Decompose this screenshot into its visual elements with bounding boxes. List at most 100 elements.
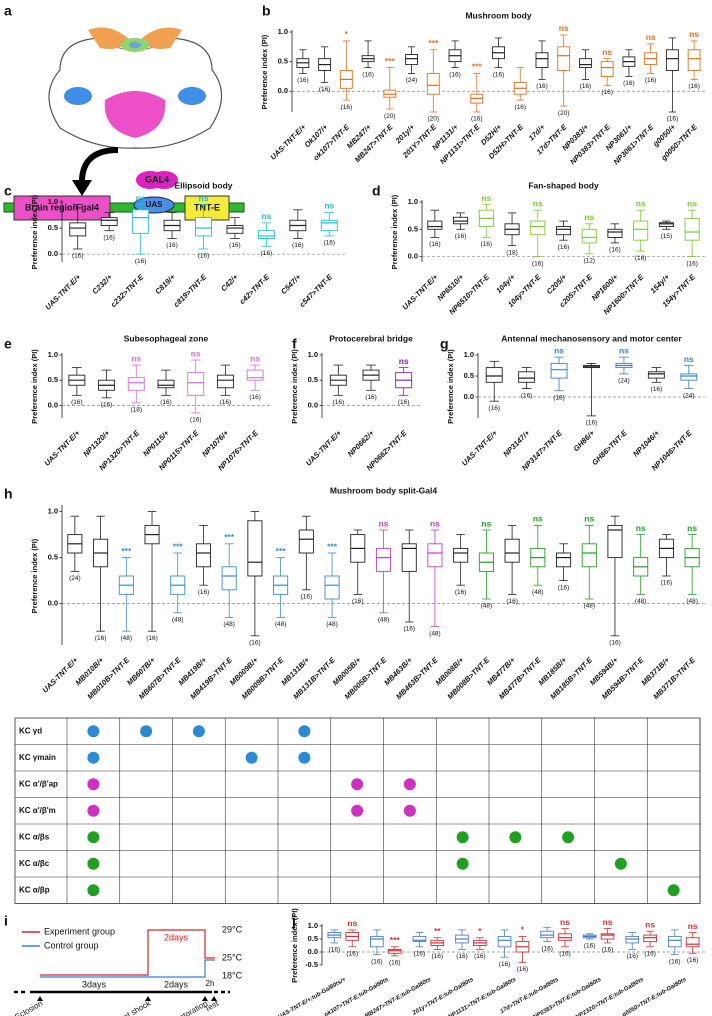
y-axis-label: Preference index (PI) [446,349,455,424]
n-label: (16) [558,244,570,251]
y-tick-label: 0.0 [308,400,318,409]
significance: ns [379,518,389,528]
significance: ns [533,198,543,208]
n-label: (16) [688,83,700,90]
box [600,933,615,940]
n-label: (16) [687,957,699,964]
n-label: (16) [456,953,468,960]
n-label: (16) [71,399,83,406]
n-label: (48) [686,598,698,605]
box [647,371,665,379]
box [375,547,392,572]
duration-label: 3days [82,979,107,989]
x-tick-label: C232/+ [90,272,114,296]
panel-letter: c [4,183,12,199]
n-label: (16) [297,77,309,84]
n-label: (18) [131,407,143,414]
event-label: Eclosion [13,999,44,1016]
box [607,228,623,238]
n-label: (16) [644,951,656,958]
box [247,520,263,577]
box [195,543,211,568]
n-label: (16) [499,961,511,968]
significance: ** [434,926,441,936]
significance: ns [584,514,594,524]
n-label: (16) [455,233,467,240]
box [324,575,340,600]
box [187,372,205,396]
n-label: (16) [190,417,202,424]
chart-title: Ellipsoid body [174,180,232,190]
table-row-label: KC α/βc [19,859,50,868]
x-tick-label: UAS-TNT-E/+ [400,272,440,312]
n-label: (16) [135,258,147,265]
x-tick-label: UAS-TNT-E/+ [460,428,500,468]
y-tick-label: 1.0 [48,350,58,359]
significance: ns [646,32,656,42]
n-label: (16) [301,594,313,601]
y-tick-label: 1.0 [48,507,58,516]
expression-dot [351,778,364,791]
y-axis-label: Preference index (PI) [30,349,39,424]
box [579,58,592,69]
box [453,547,469,563]
x-tick-label: C42/+ [219,272,240,293]
n-label: (16) [488,405,500,412]
expression-dot [87,884,100,897]
significance: ns [481,518,491,528]
x-tick-label: NP1046/+ [631,428,662,459]
x-tick-label: UAS-TNT-E/+ [42,428,82,468]
y-tick-label: -0.5 [305,960,318,969]
y-tick-label: 0.0 [408,252,418,261]
expression-dot [87,725,100,738]
expression-dot [298,751,311,764]
y-tick-label: 0.0 [48,599,58,608]
n-label: (24) [683,392,695,399]
expression-dot [87,831,100,844]
box [530,220,546,236]
box [298,529,314,554]
y-tick-label: 1.0 [48,197,58,206]
gal4 [150,171,178,189]
n-label: (20) [428,116,440,123]
expression-dot [192,725,205,738]
n-label: (48) [223,621,235,628]
effector-label: TNT-E [194,202,220,212]
chart-title: Antennal mechanosensory and motor center [501,333,682,343]
box [157,379,175,389]
significance: ns [603,917,613,927]
panel-letter: a [4,3,12,19]
control-line [40,959,215,978]
n-label: (16) [95,635,107,642]
y-tick-label: 0.5 [464,371,474,380]
table-row-label: KC α'/β'm [19,806,56,815]
n-label: (16) [532,260,544,267]
box [540,930,554,939]
y-tick-label: 0.5 [48,375,58,384]
chart-title: Fan-shaped body [528,180,599,190]
n-label: (16) [333,399,345,406]
significance: *** [390,935,401,945]
x-tick-label: C205/+ [545,272,569,296]
x-tick-label: UAS-TNT-E/+ [268,122,308,162]
n-label: (16) [580,83,592,90]
box [412,935,427,943]
legend-label: Experiment group [44,926,115,936]
n-label: (16) [249,394,261,401]
box [600,61,614,77]
n-label: (16) [414,951,426,958]
expression-dot [351,804,364,817]
expression-dot [403,778,416,791]
box [427,543,443,568]
n-label: (16) [365,394,377,401]
y-tick-label: 0.5 [48,553,58,562]
panel-i: i Experiment group Control group 2days 2… [4,913,243,1016]
n-label: (16) [160,399,172,406]
n-label: (16) [493,71,505,78]
box [658,222,674,227]
expression-dot [562,831,575,844]
expression-dot [509,831,522,844]
expression-dot [456,831,469,844]
box [485,367,503,383]
y-axis-label: Preference index (PI) [390,194,399,269]
